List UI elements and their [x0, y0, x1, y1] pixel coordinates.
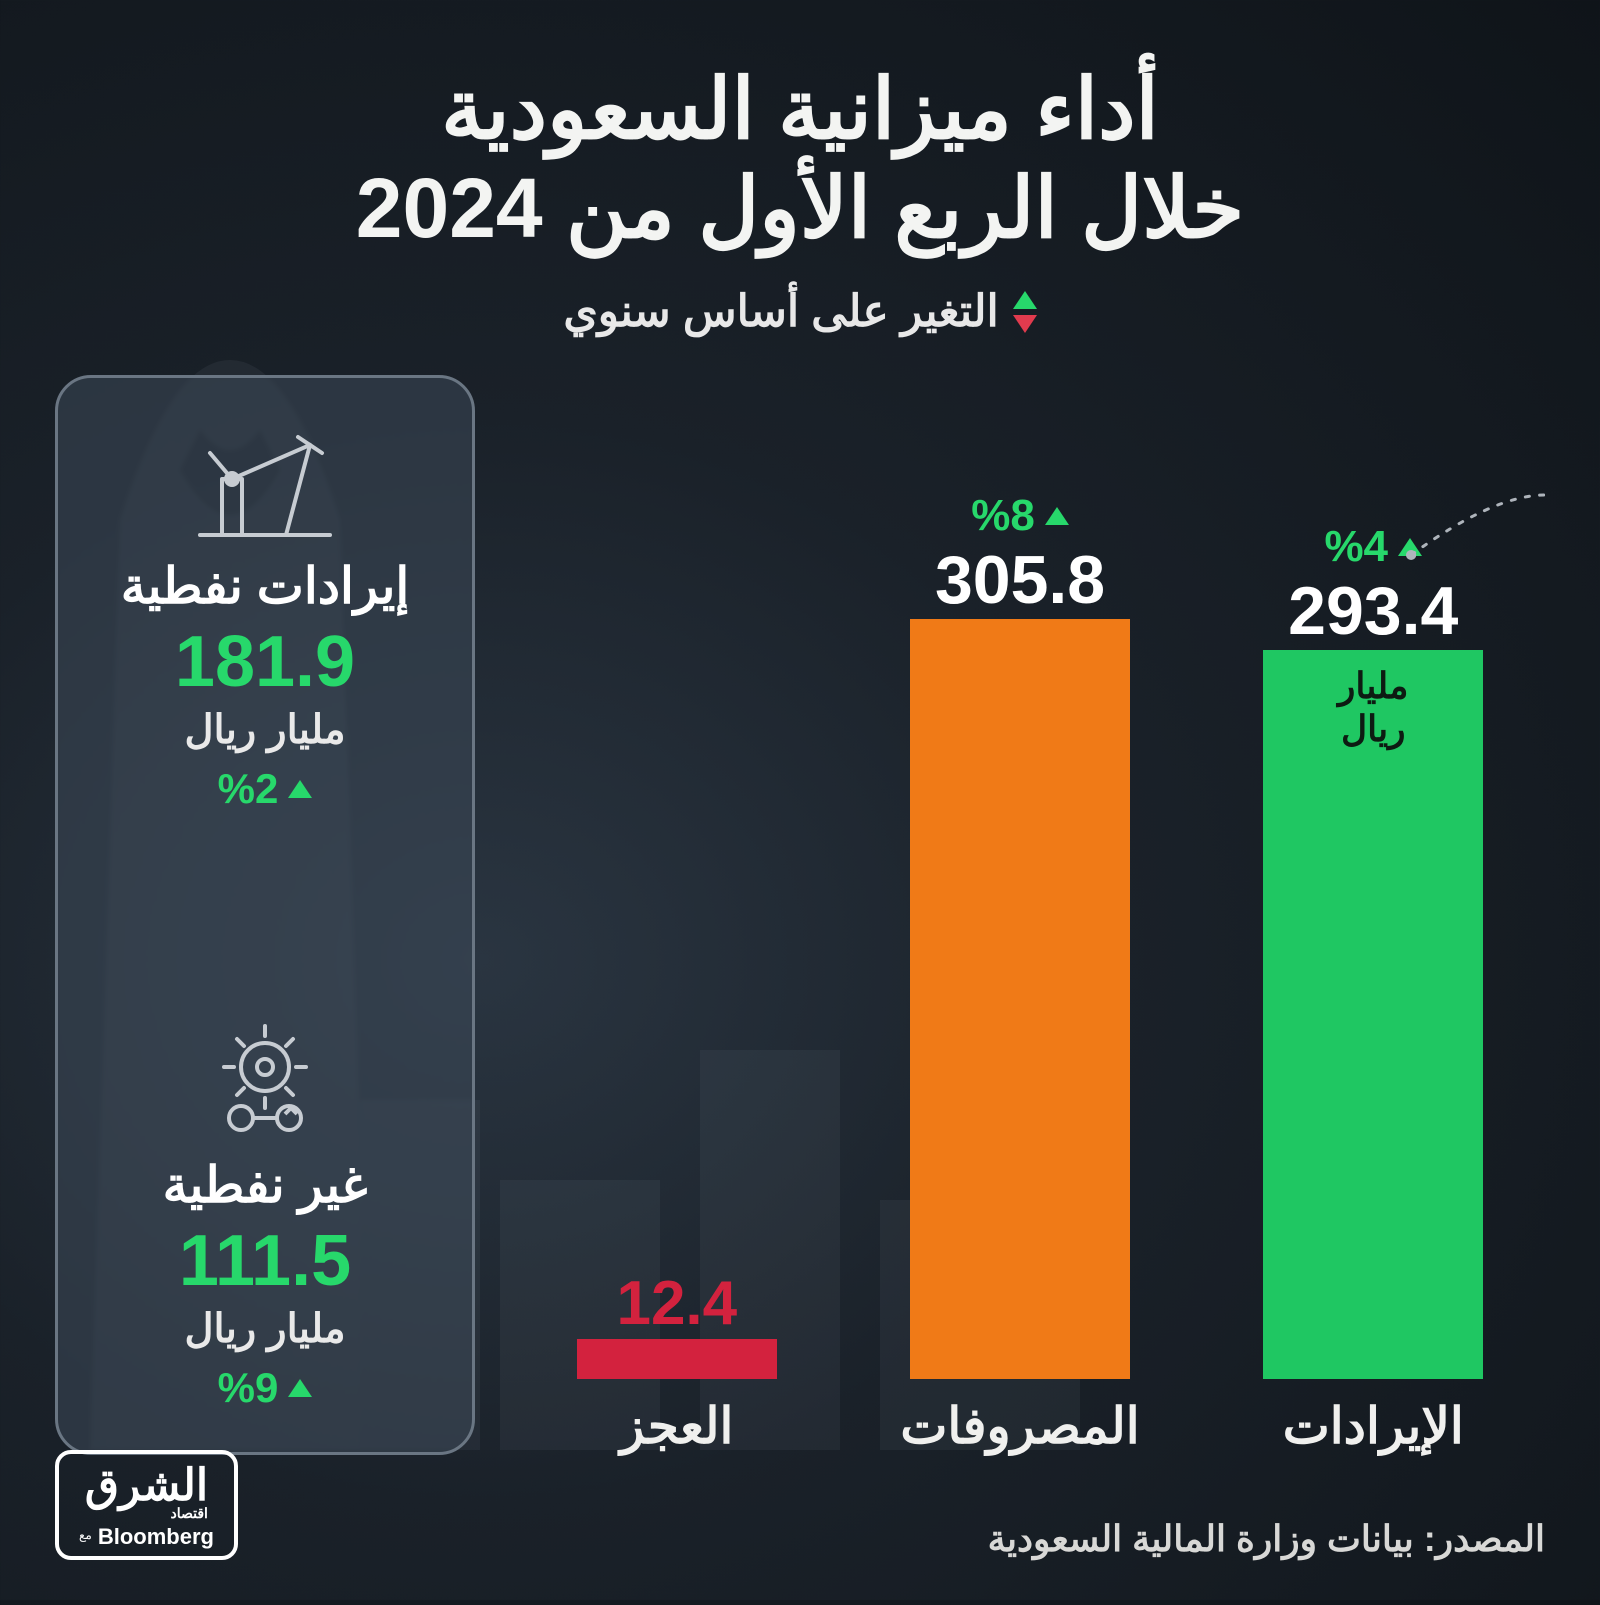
bar-value-deficit: 12.4 [616, 1268, 737, 1339]
bar-value-expenses: 305.8 [935, 541, 1105, 619]
title-line-1: أداء ميزانية السعودية [55, 60, 1545, 159]
bar-unit-label: مليارريال [1263, 664, 1483, 750]
logo-with: مع [79, 1529, 92, 1541]
logo-arabic: الشرق [85, 1464, 208, 1508]
panel-unit-nonoil: مليار ريال [184, 1306, 345, 1352]
panel-block-nonoil: غير نفطية 111.5مليار ريال %9 [163, 1022, 368, 1412]
title-line-2: خلال الربع الأول من 2024 [55, 159, 1545, 258]
bar-label-deficit: العجز [620, 1397, 733, 1455]
panel-unit-oil: مليار ريال [184, 707, 345, 753]
content-row: إيرادات نفطية181.9مليار ريال%2 غير نفطية… [55, 375, 1545, 1455]
infographic-root: أداء ميزانية السعودية خلال الربع الأول م… [0, 0, 1600, 1600]
subtitle-row: التغير على أساس سنوي [55, 286, 1545, 337]
bar-rect-revenues [1263, 650, 1483, 1379]
bar-change-revenues: %4 [1324, 522, 1422, 572]
arrow-up-icon [288, 1379, 312, 1397]
bar-rect-expenses [910, 619, 1130, 1379]
logo-sub: اقتصاد [171, 1506, 208, 1520]
logo-asharq-bloomberg: الشرق اقتصاد Bloomberg مع [55, 1450, 238, 1560]
bar-slot-expenses: %8305.8 المصروفات [900, 375, 1139, 1455]
bar-change-expenses: %8 [971, 491, 1069, 541]
bar-change-value-revenues: %4 [1324, 522, 1388, 572]
logo-english: Bloomberg [98, 1526, 214, 1548]
panel-block-oil: إيرادات نفطية 181.9مليار ريال %2 [121, 423, 410, 813]
bar-slot-deficit: 12.4 العجز [577, 375, 777, 1455]
subtitle-text: التغير على أساس سنوي [563, 286, 998, 337]
panel-title-oil: إيرادات نفطية [121, 557, 410, 615]
bar-rect-deficit [577, 1339, 777, 1379]
bar-slot-revenues: %4293.4 مليارريال الإيرادات [1263, 375, 1483, 1455]
bar-label-revenues: الإيرادات [1283, 1397, 1464, 1455]
panel-change-oil: %2 [218, 765, 313, 813]
revenue-breakdown-panel: إيرادات نفطية181.9مليار ريال%2 غير نفطية… [55, 375, 475, 1455]
panel-change-value-oil: %2 [218, 765, 279, 813]
footer: المصدر: بيانات وزارة المالية السعودية ال… [55, 1450, 1545, 1560]
panel-change-value-nonoil: %9 [218, 1364, 279, 1412]
source-text: المصدر: بيانات وزارة المالية السعودية [988, 1518, 1545, 1560]
bar-value-revenues: 293.4 [1288, 572, 1458, 650]
gear-icon [195, 1022, 335, 1142]
panel-value-nonoil: 111.5 [179, 1220, 351, 1302]
panel-change-nonoil: %9 [218, 1364, 313, 1412]
bar-label-expenses: المصروفات [900, 1397, 1139, 1455]
up-down-legend-icon [1013, 291, 1037, 333]
arrow-up-icon [288, 780, 312, 798]
bar-change-value-expenses: %8 [971, 491, 1035, 541]
arrow-up-icon [1045, 507, 1069, 525]
panel-value-oil: 181.9 [175, 621, 355, 703]
title-block: أداء ميزانية السعودية خلال الربع الأول م… [55, 60, 1545, 337]
oil-pump-icon [190, 423, 340, 543]
bar-chart: %4293.4 مليارريال الإيرادات %8305.8 المصروفا… [515, 375, 1545, 1455]
panel-title-nonoil: غير نفطية [163, 1156, 368, 1214]
arrow-up-icon [1398, 538, 1422, 556]
